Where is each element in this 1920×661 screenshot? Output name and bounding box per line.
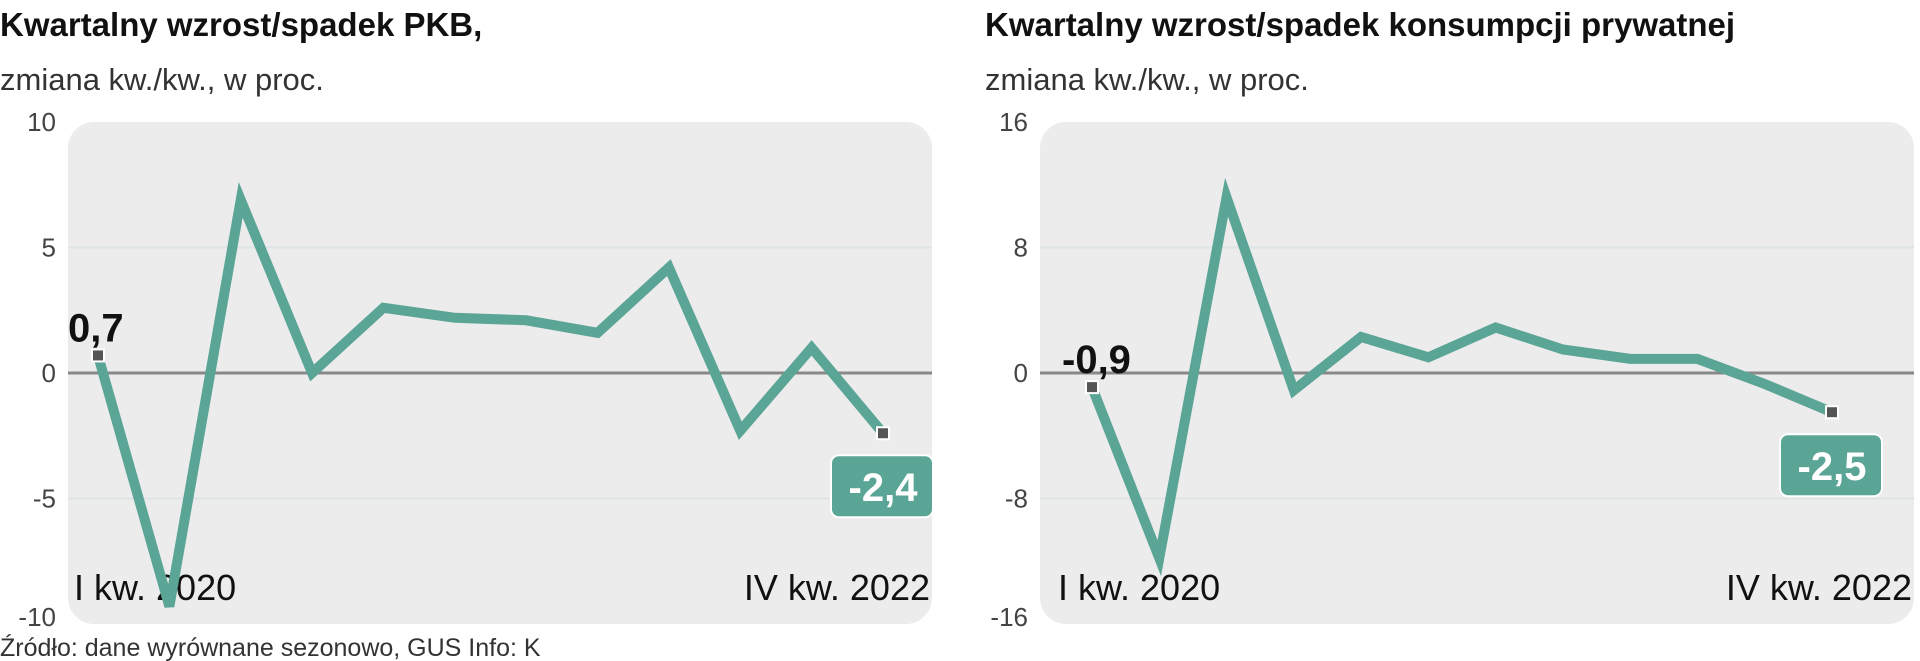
data-point [1494,326,1497,329]
data-point [596,331,599,334]
y-tick-label: -5 [33,484,56,514]
y-tick-label: 8 [1014,233,1028,263]
chart-title: Kwartalny wzrost/spadek PKB, [0,6,482,43]
y-tick-label: 0 [42,358,56,388]
endpoint-marker [876,426,890,441]
data-point [1696,357,1699,360]
data-point [810,346,813,349]
chart-title: Kwartalny wzrost/spadek konsumpcji prywa… [985,6,1735,43]
first-value-label: -0,9 [1062,338,1131,382]
data-point [311,372,314,374]
x-label-end: IV kw. 2022 [744,567,930,608]
data-point [525,319,528,322]
data-point [1225,196,1228,199]
chart-subtitle: zmiana kw./kw., w proc. [985,62,1309,97]
endpoint-marker [1085,380,1099,395]
last-value-badge [1779,433,1883,498]
y-tick-label: -8 [1005,484,1028,514]
data-point [168,605,171,608]
data-point [1360,335,1363,338]
y-tick-label: 0 [1014,358,1028,388]
chart-gdp: Kwartalny wzrost/spadek PKB, zmiana kw./… [0,6,934,632]
data-point [1158,557,1161,560]
x-label-start: I kw. 2020 [1058,567,1220,608]
chart-consumption: Kwartalny wzrost/spadek konsumpcji prywa… [985,6,1914,632]
y-tick-label: 16 [999,107,1028,137]
y-tick-label: -10 [18,602,56,632]
data-point [382,306,385,309]
source-note: Źródło: dane wyrównane sezonowo, GUS Inf… [0,633,541,661]
series-line [93,181,887,608]
series-line [1087,177,1834,577]
endpoint-marker [91,348,105,363]
last-value-label: -2,5 [1798,445,1867,489]
endpoint-marker [1825,405,1839,420]
first-value-label: 0,7 [68,306,124,350]
data-point [1427,356,1430,359]
data-point [453,316,456,319]
data-point [1629,357,1632,360]
y-tick-label: -16 [990,602,1028,632]
last-value-label: -2,4 [849,466,919,510]
y-tick-label: 10 [27,107,56,137]
chart-subtitle: zmiana kw./kw., w proc. [0,62,324,97]
data-point [1763,382,1766,385]
data-point [1292,389,1295,392]
data-point [667,266,670,269]
data-point [239,198,242,201]
y-tick-label: 5 [42,233,56,263]
data-point [1561,348,1564,351]
data-point [739,429,742,432]
x-label-end: IV kw. 2022 [1726,567,1912,608]
last-value-badge [830,454,934,519]
